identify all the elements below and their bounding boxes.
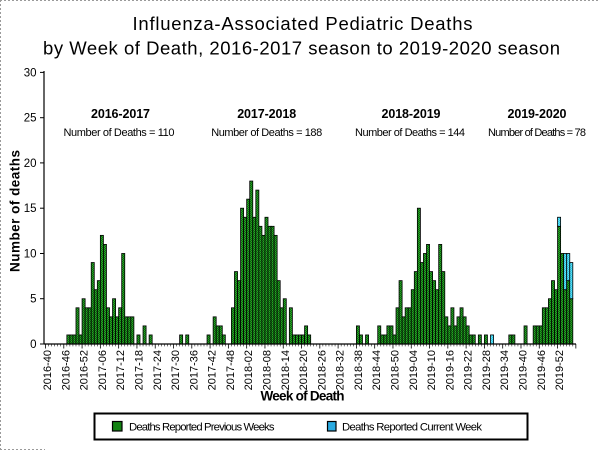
svg-text:2019-40: 2019-40 — [518, 350, 530, 390]
svg-text:Deaths Reported Current Week: Deaths Reported Current Week — [342, 422, 482, 434]
svg-text:2016-40: 2016-40 — [42, 350, 54, 390]
svg-text:2018-50: 2018-50 — [390, 350, 402, 390]
svg-text:by Week of Death, 2016-2017 se: by Week of Death, 2016-2017 season to 20… — [43, 38, 560, 59]
svg-text:25: 25 — [24, 113, 37, 125]
svg-text:2017-42: 2017-42 — [207, 350, 219, 390]
svg-text:2018-08: 2018-08 — [262, 350, 274, 390]
svg-text:Week of Death: Week of Death — [261, 389, 345, 404]
svg-text:2019-2020: 2019-2020 — [508, 107, 567, 121]
svg-text:2017-2018: 2017-2018 — [237, 107, 296, 121]
svg-text:10: 10 — [24, 249, 37, 261]
svg-text:2017-24: 2017-24 — [152, 350, 164, 390]
svg-text:Number of Deaths = 144: Number of Deaths = 144 — [355, 127, 465, 139]
svg-text:2016-2017: 2016-2017 — [91, 107, 150, 121]
svg-text:2018-38: 2018-38 — [353, 350, 365, 390]
svg-text:Number of Deaths = 188: Number of Deaths = 188 — [211, 127, 322, 139]
svg-text:2018-14: 2018-14 — [280, 350, 292, 390]
svg-text:2017-36: 2017-36 — [188, 350, 200, 390]
svg-text:2017-18: 2017-18 — [134, 350, 146, 390]
svg-text:2018-32: 2018-32 — [335, 350, 347, 390]
svg-text:2017-12: 2017-12 — [115, 350, 127, 390]
svg-text:2018-44: 2018-44 — [371, 350, 383, 390]
svg-text:15: 15 — [24, 203, 37, 215]
svg-text:2019-34: 2019-34 — [499, 350, 511, 390]
svg-text:2019-22: 2019-22 — [463, 350, 475, 390]
svg-text:2016-46: 2016-46 — [60, 350, 72, 390]
svg-text:2017-30: 2017-30 — [170, 350, 182, 390]
svg-text:Number of Deaths = 78: Number of Deaths = 78 — [488, 127, 586, 139]
svg-text:2019-46: 2019-46 — [536, 350, 548, 390]
svg-text:2018-02: 2018-02 — [243, 350, 255, 390]
svg-text:2017-48: 2017-48 — [225, 350, 237, 390]
svg-text:0: 0 — [30, 339, 36, 351]
svg-text:Number of deaths: Number of deaths — [8, 150, 23, 272]
svg-text:2019-28: 2019-28 — [481, 350, 493, 390]
svg-text:30: 30 — [24, 67, 37, 79]
svg-text:Number of Deaths = 110: Number of Deaths = 110 — [64, 127, 175, 139]
svg-text:20: 20 — [24, 158, 37, 170]
svg-text:Deaths Reported Previous Weeks: Deaths Reported Previous Weeks — [129, 422, 275, 434]
svg-text:2019-04: 2019-04 — [408, 350, 420, 390]
svg-text:2017-06: 2017-06 — [97, 350, 109, 390]
svg-text:5: 5 — [30, 294, 36, 306]
svg-text:2016-52: 2016-52 — [79, 350, 91, 390]
svg-text:2019-16: 2019-16 — [444, 350, 456, 390]
svg-text:2018-20: 2018-20 — [298, 350, 310, 390]
svg-text:2018-26: 2018-26 — [316, 350, 328, 390]
svg-text:2019-10: 2019-10 — [426, 350, 438, 390]
svg-text:2019-52: 2019-52 — [554, 350, 566, 390]
svg-text:2018-2019: 2018-2019 — [382, 107, 441, 121]
svg-text:Influenza-Associated Pediatric: Influenza-Associated Pediatric Deaths — [133, 13, 473, 34]
